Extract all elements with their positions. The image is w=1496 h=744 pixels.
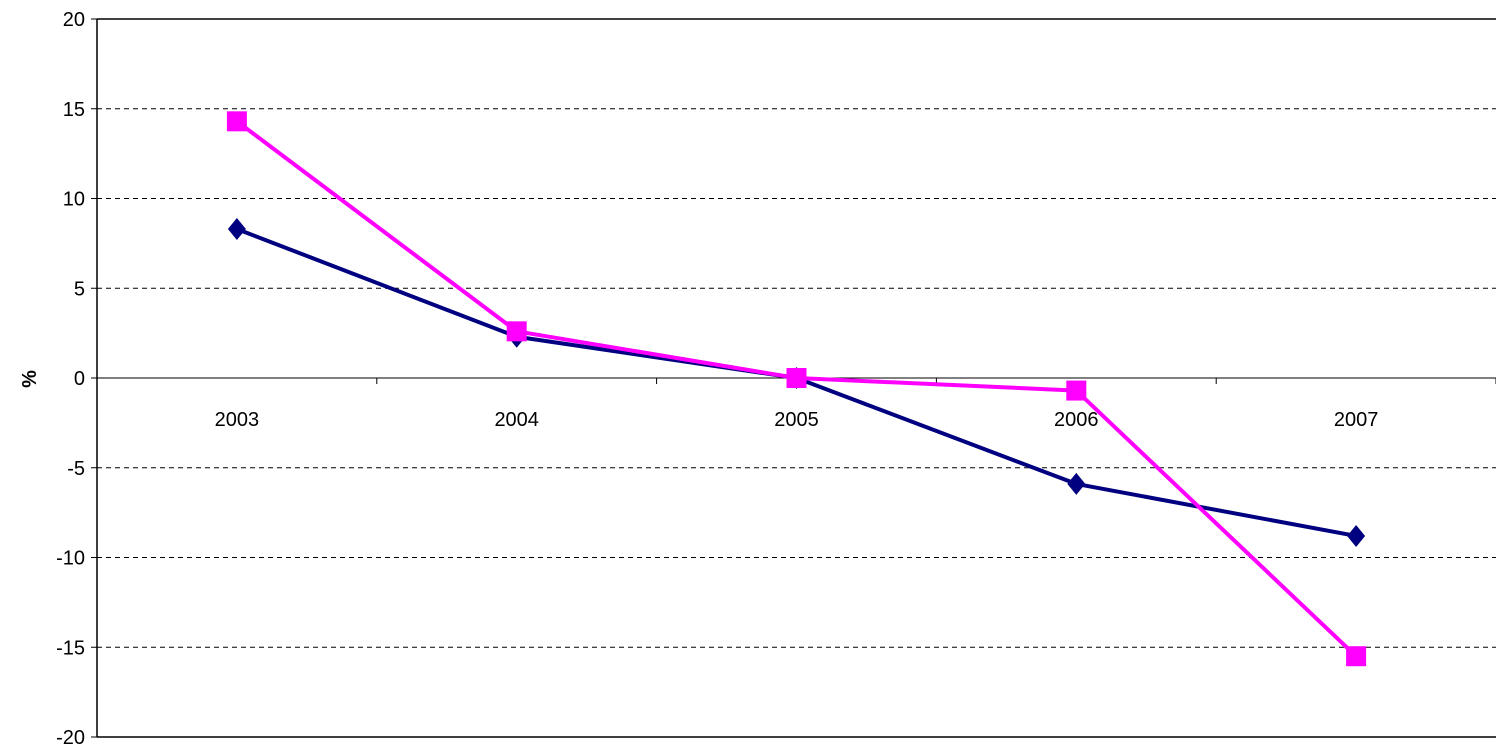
x-tick-label: 2006 <box>1054 409 1099 431</box>
y-axis-title: % <box>19 370 41 388</box>
data-point-square <box>506 321 527 342</box>
series-markers <box>226 111 1367 667</box>
y-tick-label: -20 <box>56 727 85 744</box>
y-tick-label: 0 <box>74 368 85 390</box>
x-tick-label: 2004 <box>494 409 539 431</box>
data-point-square <box>786 368 807 388</box>
data-point-square <box>1066 380 1087 401</box>
data-point-square <box>1346 646 1367 667</box>
y-tick-label: 5 <box>74 278 85 300</box>
data-point-diamond <box>227 218 246 241</box>
y-tick-label: 10 <box>63 189 85 211</box>
x-tick-label: 2003 <box>215 409 260 431</box>
gridlines <box>97 108 1496 648</box>
data-point-diamond <box>1347 524 1366 547</box>
y-tick-label: 15 <box>63 99 85 121</box>
y-tick-label: 20 <box>63 9 85 31</box>
y-tick-labels: 20 15 10 5 0 -5 -10 -15 -20 <box>56 9 85 744</box>
x-tick-label: 2007 <box>1334 409 1379 431</box>
x-tick-labels: 2003 2004 2005 2006 2007 <box>215 409 1379 431</box>
data-point-diamond <box>1067 472 1086 495</box>
y-tick-label: -15 <box>56 637 85 659</box>
data-point-square <box>226 111 247 132</box>
x-tick-label: 2005 <box>774 409 819 431</box>
y-tick-label: -10 <box>56 548 85 570</box>
y-tick-label: -5 <box>67 458 85 480</box>
